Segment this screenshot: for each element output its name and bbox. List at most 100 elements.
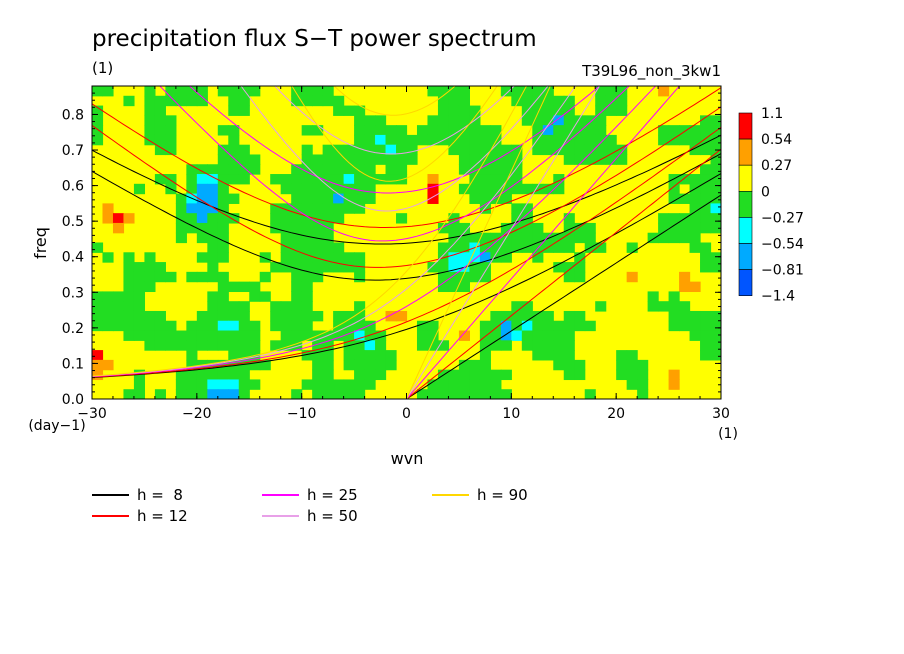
field-cell [196, 213, 208, 224]
field-cell [259, 359, 271, 371]
y-tick-label: 0.7 [62, 143, 84, 159]
field-cell [291, 95, 303, 107]
field-cell [92, 350, 104, 361]
field-cell [196, 203, 208, 214]
field-cell [291, 222, 303, 234]
field-cell [238, 369, 250, 381]
field-cell [563, 340, 575, 351]
field-cell [511, 144, 523, 156]
field-cell [500, 330, 512, 341]
field-cell [658, 213, 670, 224]
field-cell [196, 193, 208, 204]
y-unit-label: (day−1) [28, 418, 85, 434]
field-cell [186, 174, 198, 185]
field-cell [207, 369, 219, 381]
field-cell [291, 262, 303, 273]
field-cell [710, 262, 721, 273]
field-cell [658, 232, 670, 244]
field-cell [228, 134, 240, 146]
field-cell [668, 134, 680, 146]
field-cell [312, 86, 324, 97]
field-cell [102, 310, 114, 322]
field-cell [354, 115, 366, 126]
field-cell [175, 203, 187, 214]
field-cell [144, 95, 156, 107]
field-cell [228, 320, 240, 332]
field-cell [479, 350, 491, 361]
field-cell [301, 281, 313, 293]
field-cell [228, 144, 240, 156]
field-cell [92, 125, 104, 136]
field-cell [689, 320, 701, 332]
x-tick-label: 20 [607, 406, 625, 422]
field-cell [500, 144, 512, 156]
field-cell [385, 125, 397, 136]
field-cell [196, 340, 208, 351]
field-cell [595, 242, 607, 253]
field-cell [217, 86, 229, 97]
field-cell [458, 252, 470, 263]
field-cell [207, 271, 219, 283]
field-cell [679, 232, 691, 244]
field-cell [427, 330, 439, 341]
field-cell [521, 320, 533, 332]
field-cell [595, 105, 607, 116]
field-cell [521, 232, 533, 244]
field-cell [217, 330, 229, 341]
field-cell [196, 232, 208, 244]
field-cell [333, 164, 345, 175]
field-cell [333, 193, 345, 204]
field-cell [280, 301, 292, 312]
field-cell [270, 203, 282, 214]
field-cell [542, 115, 554, 126]
x-unit-label: (1) [718, 426, 738, 442]
field-cell [133, 379, 146, 390]
field-cell [123, 310, 135, 322]
field-cell [280, 320, 292, 332]
field-cell [312, 203, 324, 214]
colorbar-swatch [738, 191, 753, 218]
field-cell [175, 369, 187, 381]
field-cell [500, 222, 512, 234]
eig0-curve-h50 [92, 86, 577, 377]
field-cell [595, 144, 607, 156]
field-cell [542, 310, 554, 322]
field-cell [154, 105, 166, 116]
field-cell [375, 154, 387, 165]
field-cell [144, 115, 156, 126]
field-cell [689, 222, 701, 234]
field-cell [354, 203, 366, 214]
legend-label-h25: h = 25 [307, 486, 358, 504]
field-cell [228, 193, 240, 204]
field-cell [312, 154, 324, 165]
field-cell [479, 134, 491, 146]
field-cell [563, 350, 575, 361]
field-cell [542, 350, 554, 361]
field-cell [186, 350, 198, 361]
field-cell [574, 134, 586, 146]
field-cell [595, 115, 607, 126]
field-cell [479, 340, 491, 351]
field-cell [196, 389, 208, 399]
field-cell [479, 271, 491, 283]
field-cell [469, 232, 481, 244]
field-cell [123, 95, 135, 107]
field-cell [396, 144, 408, 156]
field-cell [196, 310, 208, 322]
field-cell [165, 125, 177, 136]
field-cell [312, 271, 324, 283]
field-cell [196, 95, 208, 107]
field-cell [375, 134, 387, 146]
field-cell [490, 340, 502, 351]
field-cell [112, 301, 125, 312]
field-cell [301, 320, 313, 332]
field-cell [700, 340, 712, 351]
field-cell [364, 340, 376, 351]
field-cell [175, 193, 187, 204]
field-cell [238, 154, 250, 165]
field-cell [228, 330, 240, 341]
dispersion-curves [92, 86, 721, 399]
field-cell [228, 86, 240, 97]
field-cell [364, 183, 376, 195]
field-cell [584, 232, 596, 244]
